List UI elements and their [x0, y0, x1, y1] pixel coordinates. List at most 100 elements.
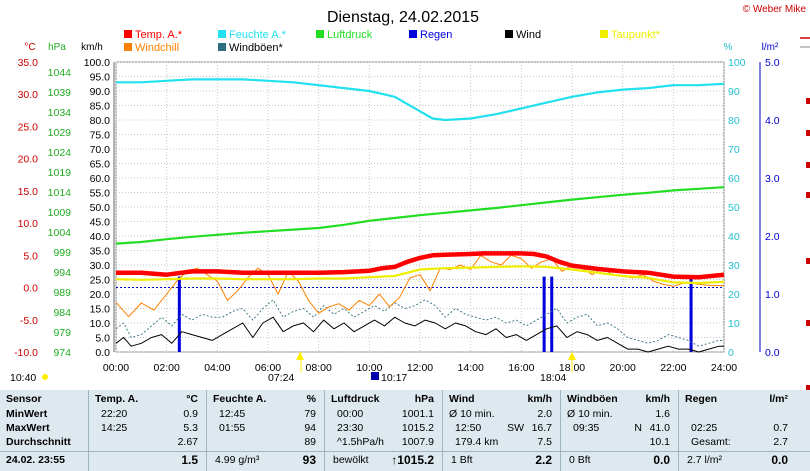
axis-unit-labels: °C hPa km/h% l/m²	[24, 42, 779, 53]
legend-label: Feuchte A.*	[229, 29, 287, 41]
pressure-tick: 1019	[48, 167, 72, 179]
gust-avg: 10.1	[649, 436, 670, 448]
pressure-min-time: 00:00	[337, 408, 364, 420]
temp-tick: 15.0	[18, 186, 39, 198]
deco-mark	[806, 258, 810, 264]
legend-swatch	[316, 30, 324, 38]
wind-tick: 95.0	[90, 72, 111, 84]
wind-max: 16.7	[531, 422, 552, 434]
rain-max: 0.7	[773, 422, 788, 434]
pressure-current-value: 1015.2	[397, 453, 434, 467]
legend-label: Windchill	[135, 42, 179, 54]
legend-label: Temp. A.*	[135, 29, 183, 41]
temp-avg: 2.67	[177, 436, 198, 448]
pressure-tick: 1029	[48, 127, 72, 139]
pressure-tick: 1004	[48, 227, 72, 239]
deco-mark	[806, 385, 810, 390]
wind-avg10: 2.0	[537, 408, 552, 420]
temp-tick: -5.0	[20, 315, 38, 327]
gust-bft: 0 Bft	[569, 454, 591, 466]
grid	[115, 61, 725, 353]
moon-time: 10:40	[10, 372, 36, 384]
x-tick: 08:00	[306, 362, 332, 374]
wind-tick: 90.0	[90, 86, 111, 98]
wind-max-time: 12:50	[455, 422, 482, 434]
legend-label: Windböen*	[229, 42, 284, 54]
x-tick: 10:00	[356, 362, 382, 374]
gust-max-time: 09:35	[573, 422, 600, 434]
series-feuchtea	[116, 78, 725, 122]
avg-label: Durchschnitt	[6, 436, 71, 448]
noon-icon	[371, 372, 379, 380]
pressure-tick: 1009	[48, 207, 72, 219]
pressure-tick: 1034	[48, 107, 72, 119]
gust-header: Windböen	[567, 393, 618, 405]
x-tick: 20:00	[610, 362, 636, 374]
humidity-min: 79	[304, 408, 316, 420]
wind-tick: 80.0	[90, 115, 111, 127]
temp-header: Temp. A.	[95, 393, 139, 405]
y-axes: 35.0 30.0 25.0 20.0 15.0 10.0 5.0 0.0 -5.0 -10.0 1…	[14, 57, 780, 359]
wind-tick: 70.0	[90, 144, 111, 156]
sunset-time: 18:04	[540, 372, 566, 384]
temp-tick: 5.0	[23, 250, 38, 262]
legend-swatch	[505, 30, 513, 38]
unit-temp: °C	[24, 42, 35, 53]
humidity-tick: 0	[728, 347, 734, 359]
humidity-tick: 10	[728, 318, 740, 330]
temp-tick: 30.0	[18, 89, 39, 101]
stats-table: Sensor MinWert MaxWert Durchschnitt 24.0…	[0, 390, 810, 471]
humidity-current: 93	[302, 453, 316, 467]
max-label: MaxWert	[6, 422, 50, 434]
min-label: MinWert	[6, 408, 48, 420]
series-luftdruck	[115, 186, 725, 245]
rain-total: 2.7	[773, 436, 788, 448]
temp-tick: 20.0	[18, 154, 39, 166]
humidity-tick: 40	[728, 231, 740, 243]
wind-header: Wind	[449, 393, 475, 405]
temp-tick: 10.0	[18, 218, 39, 230]
arrow-up-icon: ↑	[391, 453, 398, 467]
rain-bar	[542, 276, 546, 352]
pressure-header: Luftdruck	[331, 393, 380, 405]
rain-tick: 5.0	[765, 57, 780, 69]
wind-tick: 75.0	[90, 130, 111, 142]
pressure-max-time: 23:30	[337, 422, 364, 434]
deco-mark	[806, 130, 810, 136]
wind-tick: 15.0	[90, 304, 111, 316]
humidity-tick: 70	[728, 144, 740, 156]
legend-label: Taupunkt*	[611, 29, 661, 41]
weather-chart: Dienstag, 24.02.2015 © Weber Mike Temp. …	[10, 4, 810, 390]
gust-avg10-label: Ø 10 min.	[567, 408, 613, 420]
wind-max-dir: SW	[507, 422, 524, 434]
rain-tick: 2.0	[765, 231, 780, 243]
x-tick: 24:00	[711, 362, 737, 374]
wind-tick: 20.0	[90, 289, 111, 301]
pressure-tick: 1044	[48, 67, 72, 79]
rain-tick: 4.0	[765, 115, 780, 127]
wind-bft: 1 Bft	[451, 454, 473, 466]
pressure-avg: 1007.9	[401, 436, 434, 448]
rain-bar	[177, 276, 181, 352]
pressure-tick: 979	[53, 327, 71, 339]
rain-tick: 1.0	[765, 289, 780, 301]
wind-tick: 0.0	[95, 347, 110, 359]
gust-max: 41.0	[649, 422, 670, 434]
x-tick: 16:00	[508, 362, 534, 374]
x-tick: 00:00	[103, 362, 129, 374]
pressure-tick: 1014	[48, 187, 72, 199]
legend-swatch	[124, 43, 132, 51]
humidity-tick: 90	[728, 86, 740, 98]
series-windben	[115, 299, 724, 347]
legend-label: Wind	[516, 29, 541, 41]
gust-avg10: 1.6	[655, 408, 670, 420]
x-tick: 14:00	[458, 362, 484, 374]
rain-total-label: Gesamt:	[691, 436, 731, 448]
col-sensor: Sensor MinWert MaxWert Durchschnitt 24.0…	[0, 390, 88, 471]
right-edge-decoration	[800, 37, 810, 390]
pressure-tick: 984	[53, 307, 71, 319]
pressure-tick: 999	[53, 247, 71, 259]
rain-today: 2.7 l/m²	[687, 454, 723, 466]
wind-tick: 35.0	[90, 246, 111, 258]
deco-mark	[806, 192, 810, 198]
